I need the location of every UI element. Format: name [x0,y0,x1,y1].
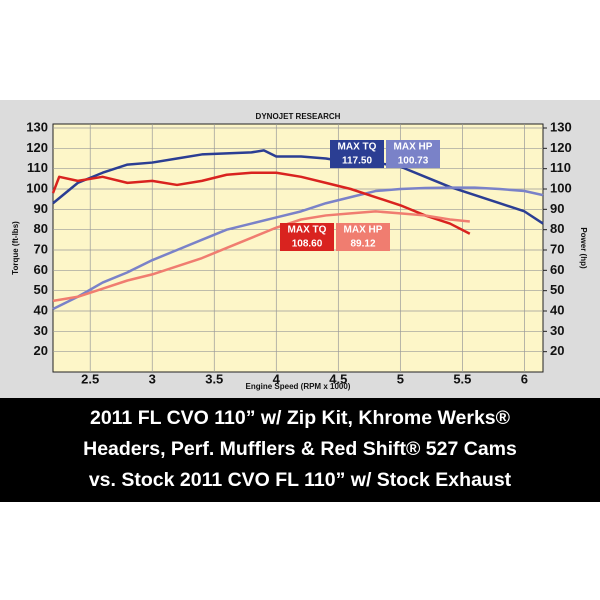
line [52,186,544,311]
caption-line: vs. Stock 2011 CVO FL 110” w/ Stock Exha… [89,469,512,491]
caption-line: 2011 FL CVO 110” w/ Zip Kit, Khrome Werk… [90,407,511,429]
y-tick-label: 70 [34,241,48,256]
x-tick-label: 6 [521,371,528,386]
line [52,149,544,225]
y-tick-label: 90 [34,201,48,216]
y-tick-label: 40 [34,302,48,317]
line [52,210,470,303]
y-tick-label: 110 [27,160,48,175]
y-tick-label: 80 [34,221,48,236]
y2-tick-label: 70 [550,241,564,256]
x-tick-label: 5.5 [453,371,471,386]
x-tick-label: 5 [397,371,404,386]
x-tick-label: 2.5 [81,371,99,386]
annotation-title: MAX TQ [288,225,327,236]
y-axis-label: Torque (ft-lbs) [11,221,20,275]
y-tick-label: 120 [26,140,48,155]
annotation-title: MAX HP [344,225,383,236]
y2-tick-label: 80 [550,221,564,236]
annotation-box [336,223,390,251]
y-tick-label: 30 [34,323,48,338]
y-tick-label: 20 [34,343,48,358]
y2-tick-label: 20 [550,343,564,358]
y-tick-label: 60 [34,262,48,277]
y2-tick-label: 130 [550,119,572,134]
y2-tick-label: 60 [550,262,564,277]
x-tick-label: 4 [273,371,281,386]
line [51,171,471,235]
y-tick-label: 100 [26,180,48,195]
annotation-value: 117.50 [342,156,372,167]
x-tick-label: 4.5 [329,371,347,386]
chart-title: DYNOJET RESEARCH [256,112,341,121]
x-tick-label: 3.5 [205,371,223,386]
caption-line: Headers, Perf. Mufflers & Red Shift® 527… [83,438,517,460]
x-axis-label: Engine Speed (RPM x 1000) [246,382,351,391]
annotation-value: 89.12 [350,239,375,250]
y2-tick-label: 30 [550,323,564,338]
annotation-box [330,140,384,168]
y2-tick-label: 50 [550,282,564,297]
y2-tick-label: 40 [550,302,564,317]
annotation-title: MAX TQ [338,142,377,153]
annotation-box [280,223,334,251]
y2-axis-label: Power (hp) [579,227,588,269]
y-tick-label: 50 [34,282,48,297]
y2-tick-label: 110 [550,160,571,175]
annotation-box [386,140,440,168]
annotation-title: MAX HP [394,142,433,153]
y-tick-label: 130 [26,119,48,134]
y2-tick-label: 120 [550,140,572,155]
annotation-value: 100.73 [398,156,429,167]
x-tick-label: 3 [149,371,156,386]
y2-tick-label: 100 [550,180,572,195]
y2-tick-label: 90 [550,201,564,216]
caption-box [0,398,600,502]
annotation-value: 108.60 [292,239,323,250]
